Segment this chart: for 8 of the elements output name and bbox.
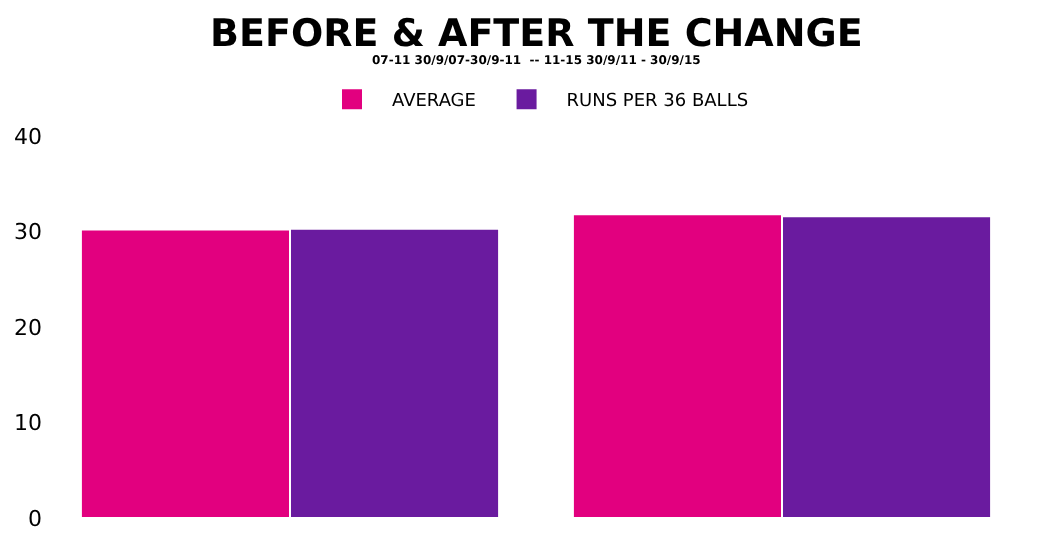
y-tick-label: 40	[14, 123, 42, 150]
y-tick-label: 0	[28, 505, 42, 532]
y-tick-label: 30	[14, 219, 42, 246]
chart-title: BEFORE & AFTER THE CHANGE	[210, 12, 863, 56]
y-tick-label: 10	[14, 410, 42, 437]
legend-label: RUNS PER 36 BALLS	[566, 92, 749, 113]
legend-label: AVERAGE	[392, 92, 477, 113]
y-tick-label: 20	[14, 314, 42, 341]
